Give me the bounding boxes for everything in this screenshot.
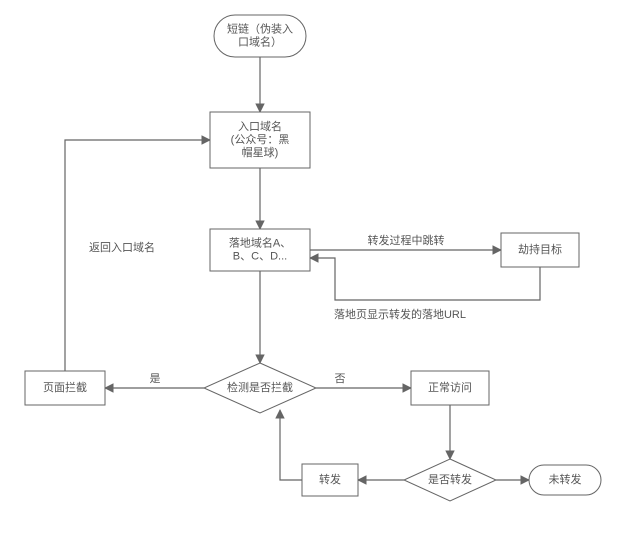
- node-hijack: 劫持目标: [501, 233, 579, 267]
- node-blocked: 页面拦截: [25, 371, 105, 405]
- node-entry-text: 帽星球): [242, 145, 279, 159]
- edge-label-12: 落地页显示转发的落地URL: [334, 307, 466, 321]
- node-start-text: 口域名）: [238, 34, 282, 48]
- node-isforward: 是否转发: [404, 459, 496, 501]
- node-blocked-text: 页面拦截: [43, 380, 87, 394]
- node-forward: 转发: [302, 464, 358, 496]
- edge-label-4: 是: [150, 372, 161, 385]
- edge-label-10: 返回入口域名: [89, 240, 155, 254]
- node-detect: 检测是否拦截: [204, 363, 316, 413]
- node-start: 短链（伪装入口域名）: [214, 15, 306, 57]
- flowchart-canvas: 短链（伪装入口域名） 入口域名(公众号：黑帽星球) 落地域名A、B、C、D... 劫持…: [0, 0, 640, 552]
- node-isforward-text: 是否转发: [428, 472, 472, 486]
- node-noforward: 未转发: [529, 465, 601, 495]
- edge-10: [65, 140, 210, 371]
- node-forward-text: 转发: [319, 472, 341, 486]
- node-noforward-text: 未转发: [549, 472, 582, 486]
- edge-label-3: 转发过程中跳转: [368, 233, 445, 247]
- node-landing: 落地域名A、B、C、D...: [210, 229, 310, 271]
- node-landing-text: B、C、D...: [233, 250, 287, 262]
- node-entry-text: (公众号：黑: [231, 133, 290, 146]
- node-hijack-text: 劫持目标: [518, 242, 562, 256]
- node-entry-text: 入口域名: [238, 119, 282, 133]
- edge-9: [280, 410, 302, 480]
- node-normal: 正常访问: [411, 371, 489, 405]
- node-start-text: 短链（伪装入: [227, 21, 293, 35]
- node-detect-text: 检测是否拦截: [227, 380, 293, 394]
- node-entry: 入口域名(公众号：黑帽星球): [210, 112, 310, 168]
- node-normal-text: 正常访问: [428, 381, 472, 394]
- node-landing-text: 落地域名A、: [229, 235, 291, 249]
- edge-label-5: 否: [335, 373, 346, 385]
